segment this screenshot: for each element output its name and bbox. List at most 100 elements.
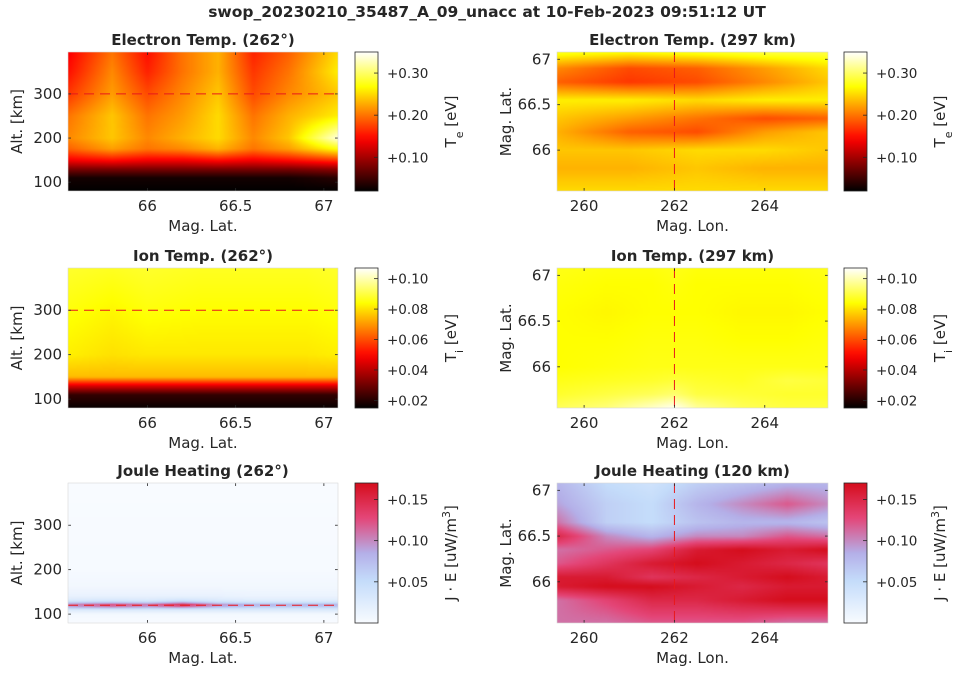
y-tick-label: 100 (33, 173, 62, 191)
x-tick-label: 260 (570, 197, 599, 215)
x-tick-label: 262 (660, 629, 689, 647)
colorbar (843, 51, 868, 192)
x-tick-label: 67 (314, 414, 333, 432)
colorbar-tick-label: +0.30 (387, 66, 428, 82)
colorbar-label: Ti [eV] (931, 314, 955, 363)
colorbar-tick-label: +0.10 (387, 272, 428, 288)
colorbar-label: J · E [uW/m3] (929, 505, 950, 602)
y-tick-label: 100 (33, 390, 62, 408)
y-tick-label: 66 (532, 141, 551, 159)
heatmap-image (557, 268, 828, 408)
y-tick-label: 67 (532, 481, 551, 499)
x-tick-label: 66.5 (219, 629, 252, 647)
heatmap-image (68, 268, 338, 408)
y-axis-label: Alt. [km] (8, 306, 26, 371)
y-axis-label: Mag. Lat. (497, 303, 515, 372)
y-tick-label: 200 (33, 561, 62, 579)
y-tick-label: 200 (33, 346, 62, 364)
x-tick-label: 260 (570, 414, 599, 432)
colorbar-tick-label: +0.02 (876, 393, 917, 409)
y-axis-label: Mag. Lat. (497, 518, 515, 587)
y-tick-label: 300 (33, 85, 62, 103)
x-tick-label: 66.5 (219, 197, 252, 215)
x-axis-label: Mag. Lat. (168, 434, 237, 452)
x-tick-label: 66 (138, 414, 157, 432)
x-tick-label: 260 (570, 629, 599, 647)
axes-frame (67, 267, 339, 409)
heatmap-image (557, 483, 828, 623)
colorbar-tick-label: +0.04 (387, 363, 428, 379)
colorbar-tick-label: +0.10 (876, 534, 917, 550)
colorbar-label: Ti [eV] (442, 314, 466, 363)
colorbar-label: J · E [uW/m3] (440, 505, 461, 602)
panel-5: 66 66.5 67 100 200 300 Joule Heating (262°) Mag… (8, 462, 460, 667)
axes-frame (67, 51, 339, 192)
colorbar-tick-label: +0.15 (876, 492, 917, 508)
panel-2: 260 262 264 66 66.5 67 Electron Temp. (297 km)… (497, 31, 955, 235)
colorbar-label: Te [eV] (931, 96, 955, 149)
colorbar-tick-label: +0.10 (387, 150, 428, 166)
y-tick-label: 100 (33, 605, 62, 623)
colorbar-tick-label: +0.20 (876, 108, 917, 124)
colorbar-tick-label: +0.06 (876, 333, 917, 349)
x-axis-label: Mag. Lon. (656, 217, 729, 235)
x-tick-label: 66 (138, 629, 157, 647)
x-axis-label: Mag. Lon. (656, 649, 729, 667)
colorbar-tick-label: +0.05 (876, 575, 917, 591)
y-axis-label: Alt. [km] (8, 521, 26, 586)
colorbar-tick-label: +0.06 (387, 333, 428, 349)
y-tick-label: 66 (532, 573, 551, 591)
colorbar (354, 51, 379, 192)
panel-1: 66 66.5 67 100 200 300 Electron Temp. (262°) Ma… (8, 31, 466, 235)
colorbar-tick-label: +0.15 (387, 492, 428, 508)
axes-frame (556, 267, 829, 409)
x-axis-label: Mag. Lat. (168, 649, 237, 667)
colorbar-tick-label: +0.10 (387, 534, 428, 550)
colorbar-tick-label: +0.02 (387, 393, 428, 409)
panel-title: Ion Temp. (297 km) (611, 247, 774, 265)
panel-4: 260 262 264 66 66.5 67 Ion Temp. (297 km) Mag. … (497, 247, 955, 452)
y-axis-label: Mag. Lat. (497, 87, 515, 156)
y-tick-label: 300 (33, 516, 62, 534)
colorbar-tick-label: +0.10 (876, 150, 917, 166)
colorbar-tick-label: +0.20 (387, 108, 428, 124)
colorbar-tick-label: +0.10 (876, 272, 917, 288)
x-tick-label: 67 (314, 629, 333, 647)
x-tick-label: 264 (750, 629, 779, 647)
panel-6: 260 262 264 66 66.5 67 Joule Heating (120 km) M… (497, 462, 949, 667)
y-tick-label: 66.5 (518, 527, 551, 545)
x-tick-label: 264 (750, 414, 779, 432)
panel-title: Joule Heating (262°) (116, 462, 288, 480)
axes-frame (556, 51, 829, 192)
panel-title: Electron Temp. (262°) (111, 31, 294, 49)
figure-title: swop_20230210_35487_A_09_unacc at 10-Feb… (208, 3, 766, 21)
y-axis-label: Alt. [km] (8, 89, 26, 154)
x-tick-label: 66.5 (219, 414, 252, 432)
colorbar-tick-label: +0.08 (387, 302, 428, 318)
colorbar-tick-label: +0.30 (876, 66, 917, 82)
heatmap-image (68, 52, 338, 191)
heatmap-image (557, 52, 828, 191)
panel-title: Joule Heating (120 km) (594, 462, 790, 480)
colorbar-label: Te [eV] (442, 96, 466, 149)
x-tick-label: 264 (750, 197, 779, 215)
x-axis-label: Mag. Lon. (656, 434, 729, 452)
heatmap-image (68, 483, 338, 623)
colorbar (354, 267, 379, 409)
axes-frame (556, 482, 829, 624)
x-tick-label: 67 (314, 197, 333, 215)
panel-title: Electron Temp. (297 km) (589, 31, 796, 49)
y-tick-label: 200 (33, 129, 62, 147)
x-axis-label: Mag. Lat. (168, 217, 237, 235)
y-tick-label: 67 (532, 266, 551, 284)
axes-frame (67, 482, 339, 624)
colorbar (843, 267, 868, 409)
y-tick-label: 66 (532, 358, 551, 376)
y-tick-label: 66.5 (518, 96, 551, 114)
y-tick-label: 67 (532, 50, 551, 68)
y-tick-label: 300 (33, 301, 62, 319)
colorbar-tick-label: +0.05 (387, 575, 428, 591)
y-tick-label: 66.5 (518, 312, 551, 330)
panel-title: Ion Temp. (262°) (133, 247, 273, 265)
